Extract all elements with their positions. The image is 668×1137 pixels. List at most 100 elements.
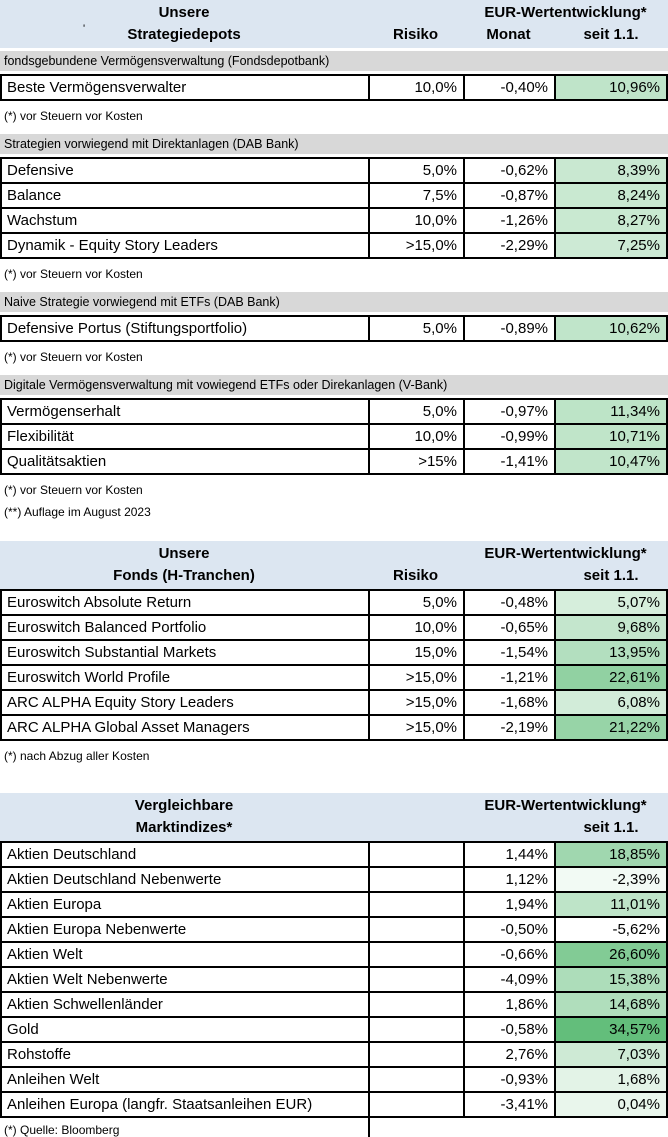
- monat-value: -1,41%: [463, 450, 554, 473]
- footnote: (*) nach Abzug aller Kosten: [4, 749, 150, 763]
- section-header: Naive Strategie vorwiegend mit ETFs (DAB…: [0, 292, 668, 312]
- risiko-value: 10,0%: [368, 616, 463, 639]
- column-header-monat: [463, 817, 554, 839]
- risiko-value: 15,0%: [368, 641, 463, 664]
- ytd-value: 8,39%: [554, 159, 666, 182]
- row-name: ARC ALPHA Global Asset Managers: [7, 719, 250, 736]
- table-row: Vermögenserhalt 5,0% -0,97% 11,34%: [2, 400, 666, 423]
- row-name: Euroswitch Substantial Markets: [7, 644, 217, 661]
- ytd-value: 18,85%: [554, 843, 666, 866]
- risiko-value: 5,0%: [368, 400, 463, 423]
- monat-value: 1,44%: [463, 843, 554, 866]
- table-fonds-header: Unsere EUR-Wertentwicklung* Fonds (H-Tra…: [0, 541, 668, 589]
- header-spacer: [368, 2, 463, 24]
- column-header-risiko: Risiko: [392, 26, 438, 43]
- column-group-eur-wertentwicklung: EUR-Wertentwicklung*: [484, 545, 647, 562]
- ytd-value: 10,62%: [554, 317, 666, 340]
- risiko-value: [368, 1068, 463, 1091]
- ytd-value: 15,38%: [554, 968, 666, 991]
- column-header-seit-11: seit 1.1.: [583, 26, 639, 43]
- row-name: Gold: [7, 1021, 39, 1038]
- ytd-value: 7,03%: [554, 1043, 666, 1066]
- monat-value: 1,86%: [463, 993, 554, 1016]
- monat-value: -0,65%: [463, 616, 554, 639]
- ytd-value: 13,95%: [554, 641, 666, 664]
- monat-value: -0,99%: [463, 425, 554, 448]
- monat-value: -3,41%: [463, 1093, 554, 1116]
- row-name: Aktien Europa: [7, 896, 102, 913]
- row-name: Balance: [7, 187, 62, 204]
- table-title-line2: Fonds (H-Tranchen): [113, 567, 255, 584]
- table-row: Euroswitch Balanced Portfolio 10,0% -0,6…: [2, 614, 666, 639]
- table-marktindizes: Vergleichbare EUR-Wertentwicklung* Markt…: [0, 793, 668, 1137]
- table-row: Euroswitch World Profile >15,0% -1,21% 2…: [2, 664, 666, 689]
- risiko-value: 5,0%: [368, 317, 463, 340]
- footnote: (*) vor Steuern vor Kosten: [4, 267, 143, 281]
- section-rows: Defensive 5,0% -0,62% 8,39% Balance 7,5%…: [0, 157, 668, 259]
- section-header: Digitale Vermögensverwaltung mit vowiege…: [0, 375, 668, 395]
- section-rows: Aktien Deutschland 1,44% 18,85% Aktien D…: [0, 841, 668, 1118]
- section-header: fondsgebundene Vermögensverwaltung (Fond…: [0, 51, 668, 71]
- monat-value: -0,50%: [463, 918, 554, 941]
- section-rows: Euroswitch Absolute Return 5,0% -0,48% 5…: [0, 589, 668, 741]
- row-name: Euroswitch Absolute Return: [7, 594, 192, 611]
- ytd-value: -2,39%: [554, 868, 666, 891]
- column-header-monat: Monat: [486, 26, 531, 43]
- footnote: (*) vor Steuern vor Kosten: [4, 350, 143, 364]
- ytd-value: -5,62%: [554, 918, 666, 941]
- row-name: Beste Vermögensverwalter: [7, 79, 187, 96]
- monat-value: -4,09%: [463, 968, 554, 991]
- table-title-line2: Strategiedepots: [127, 26, 241, 43]
- monat-value: -0,89%: [463, 317, 554, 340]
- monat-value: -1,68%: [463, 691, 554, 714]
- ytd-value: 10,96%: [554, 76, 666, 99]
- table-row: Beste Vermögensverwalter 10,0% -0,40% 10…: [2, 76, 666, 99]
- monat-value: -0,93%: [463, 1068, 554, 1091]
- monat-value: -1,54%: [463, 641, 554, 664]
- risiko-value: [368, 993, 463, 1016]
- stray-mark: ': [83, 23, 86, 35]
- section-rows: Beste Vermögensverwalter 10,0% -0,40% 10…: [0, 74, 668, 101]
- header-spacer: [368, 543, 463, 565]
- ytd-value: 1,68%: [554, 1068, 666, 1091]
- monat-value: -0,40%: [463, 76, 554, 99]
- risiko-value: [368, 893, 463, 916]
- table-row: Aktien Welt -0,66% 26,60%: [2, 941, 666, 966]
- ytd-value: 9,68%: [554, 616, 666, 639]
- monat-value: -1,26%: [463, 209, 554, 232]
- risiko-value: 5,0%: [368, 591, 463, 614]
- ytd-value: 10,47%: [554, 450, 666, 473]
- row-name: Aktien Deutschland Nebenwerte: [7, 871, 222, 888]
- monat-value: 2,76%: [463, 1043, 554, 1066]
- table-row: Wachstum 10,0% -1,26% 8,27%: [2, 207, 666, 232]
- ytd-value: 11,01%: [554, 893, 666, 916]
- row-name: Aktien Welt: [7, 946, 83, 963]
- row-name: Euroswitch Balanced Portfolio: [7, 619, 207, 636]
- ytd-value: 8,27%: [554, 209, 666, 232]
- risiko-value: [368, 1043, 463, 1066]
- risiko-value: 5,0%: [368, 159, 463, 182]
- risiko-value: [368, 968, 463, 991]
- row-name: Qualitätsaktien: [7, 453, 107, 470]
- risiko-value: >15,0%: [368, 716, 463, 739]
- row-name: Aktien Schwellenländer: [7, 996, 163, 1013]
- table-row: Aktien Europa Nebenwerte -0,50% -5,62%: [2, 916, 666, 941]
- monat-value: -0,87%: [463, 184, 554, 207]
- table-row: Euroswitch Absolute Return 5,0% -0,48% 5…: [2, 591, 666, 614]
- monat-value: -2,19%: [463, 716, 554, 739]
- monat-value: -2,29%: [463, 234, 554, 257]
- section-rows: Vermögenserhalt 5,0% -0,97% 11,34% Flexi…: [0, 398, 668, 475]
- monat-value: -0,66%: [463, 943, 554, 966]
- table-strategiedepots-header: Unsere EUR-Wertentwicklung* Strategiedep…: [0, 0, 668, 48]
- column-header-seit-11: seit 1.1.: [583, 567, 639, 584]
- table-row: Defensive Portus (Stiftungsportfolio) 5,…: [2, 317, 666, 340]
- risiko-value: [368, 843, 463, 866]
- column-header-seit-11: seit 1.1.: [583, 819, 639, 836]
- ytd-value: 26,60%: [554, 943, 666, 966]
- table-row: Aktien Deutschland 1,44% 18,85%: [2, 843, 666, 866]
- row-name: Dynamik - Equity Story Leaders: [7, 237, 218, 254]
- table-row: Anleihen Europa (langfr. Staatsanleihen …: [2, 1091, 666, 1116]
- monat-value: -0,48%: [463, 591, 554, 614]
- table-title-line1: Unsere: [158, 4, 210, 21]
